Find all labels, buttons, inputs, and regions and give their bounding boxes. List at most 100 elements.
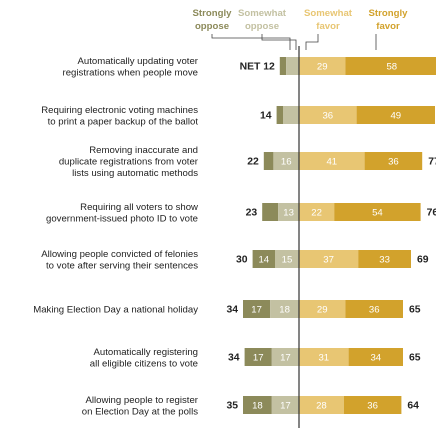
value-strongly-oppose: 17 [253,353,264,364]
bar-somewhat-favor [299,396,344,414]
value-somewhat-favor: 31 [318,353,329,364]
bar-somewhat-favor [299,152,365,170]
chart-row: Requiring all voters to showgovernment-i… [46,202,436,225]
bar-somewhat-favor [299,250,359,268]
bar-somewhat-oppose [275,250,299,268]
net-favor-value: 65 [409,353,421,364]
value-strongly-favor: 36 [369,305,380,316]
legend-strongly_oppose-line2: oppose [195,21,229,32]
bar-strongly-oppose [243,396,272,414]
value-somewhat-oppose: 17 [280,401,291,412]
value-somewhat-oppose: 16 [281,157,292,168]
net-favor-value: 69 [417,255,429,266]
value-strongly-favor: 54 [372,208,383,219]
value-strongly-oppose: 17 [251,305,262,316]
legend-somewhat_favor-line1: Somewhat [304,8,353,19]
value-somewhat-oppose: 18 [279,305,290,316]
net-favor-value: 77 [428,157,436,168]
value-somewhat-favor: 37 [323,255,334,266]
row-label-line: Removing inaccurate and [89,145,198,156]
bar-strongly-favor [364,152,423,170]
value-somewhat-favor: 22 [311,208,322,219]
bar-strongly-oppose [262,203,279,221]
net-favor-value: 76 [427,208,436,219]
value-somewhat-favor: 36 [322,111,333,122]
legend-connector-strongly_oppose [211,34,291,50]
value-strongly-favor: 34 [370,353,381,364]
bar-strongly-favor [348,348,403,366]
value-strongly-oppose: 18 [252,401,263,412]
value-somewhat-oppose: 15 [282,255,293,266]
bar-strongly-favor [343,396,402,414]
value-somewhat-favor: 28 [316,401,327,412]
value-strongly-favor: 33 [379,255,390,266]
bar-strongly-oppose [263,152,274,170]
bar-strongly-oppose [243,300,271,318]
net-oppose-value: NET 12 [240,62,275,73]
value-somewhat-oppose: 13 [283,208,294,219]
net-oppose-value: 23 [246,208,258,219]
bar-somewhat-favor [299,203,335,221]
row-label-line: on Election Day at the polls [82,406,198,417]
row-label-line: Allowing people convicted of felonies [41,249,198,260]
row-label-line: Automatically updating voter [77,56,198,67]
legend-strongly_oppose-line1: Strongly [193,8,233,19]
bar-somewhat-oppose [278,203,299,221]
bar-strongly-oppose [279,57,287,75]
bar-strongly-oppose [276,106,283,124]
row-label-line: to vote after serving their sentences [46,260,198,271]
net-oppose-value: 34 [226,305,238,316]
net-oppose-value: 22 [247,157,259,168]
row-label-line: Allowing people to register [85,395,198,406]
legend-strongly_favor-line2: favor [376,21,400,32]
legend-somewhat_oppose-line1: Somewhat [238,8,287,19]
bar-strongly-oppose [252,250,275,268]
row-label-line: Automatically registering [93,347,198,358]
bar-somewhat-oppose [270,300,299,318]
bar-strongly-oppose [244,348,272,366]
bar-somewhat-oppose [271,396,299,414]
bar-somewhat-favor [299,348,349,366]
row-label-line: Making Election Day a national holiday [33,305,198,316]
legend-connector-somewhat_oppose [261,34,297,50]
value-strongly-favor: 36 [367,401,378,412]
bar-strongly-favor [334,203,421,221]
value-somewhat-favor: 29 [317,62,328,73]
value-strongly-favor: 49 [390,111,401,122]
bar-somewhat-oppose [283,106,299,124]
row-label-line: to print a paper backup of the ballot [48,116,199,127]
net-oppose-value: 14 [260,111,272,122]
chart-rows: Automatically updating voterregistration… [33,56,436,418]
value-somewhat-favor: 29 [317,305,328,316]
value-somewhat-oppose: 17 [280,353,291,364]
chart-row: Making Election Day a national holiday 17… [33,300,421,318]
bar-strongly-favor [358,250,411,268]
row-label-line: duplicate registrations from voter [59,157,199,168]
bar-somewhat-favor [299,57,346,75]
value-strongly-oppose: 14 [258,255,269,266]
legend-somewhat_favor-line2: favor [316,21,340,32]
bar-strongly-favor [345,300,403,318]
value-somewhat-favor: 41 [326,157,337,168]
net-oppose-value: 30 [236,255,248,266]
legend-strongly_favor-line1: Strongly [369,8,409,19]
row-label-line: lists using automatic methods [72,168,198,179]
value-strongly-favor: 58 [386,62,397,73]
chart-row: Automatically updating voterregistration… [63,56,436,78]
row-label-line: registrations when people move [63,67,198,78]
net-oppose-value: 34 [228,353,240,364]
value-strongly-favor: 36 [388,157,399,168]
net-favor-value: 65 [409,305,421,316]
net-oppose-value: 35 [226,401,238,412]
legend-connector-somewhat_favor [305,34,319,50]
legend: Strongly oppose Somewhat oppose Somewhat favo… [193,8,409,50]
row-label-line: government-issued photo ID to vote [46,213,198,224]
bar-somewhat-oppose [271,348,299,366]
bar-somewhat-oppose [273,152,299,170]
bar-somewhat-favor [299,300,346,318]
bar-strongly-favor [345,57,436,75]
